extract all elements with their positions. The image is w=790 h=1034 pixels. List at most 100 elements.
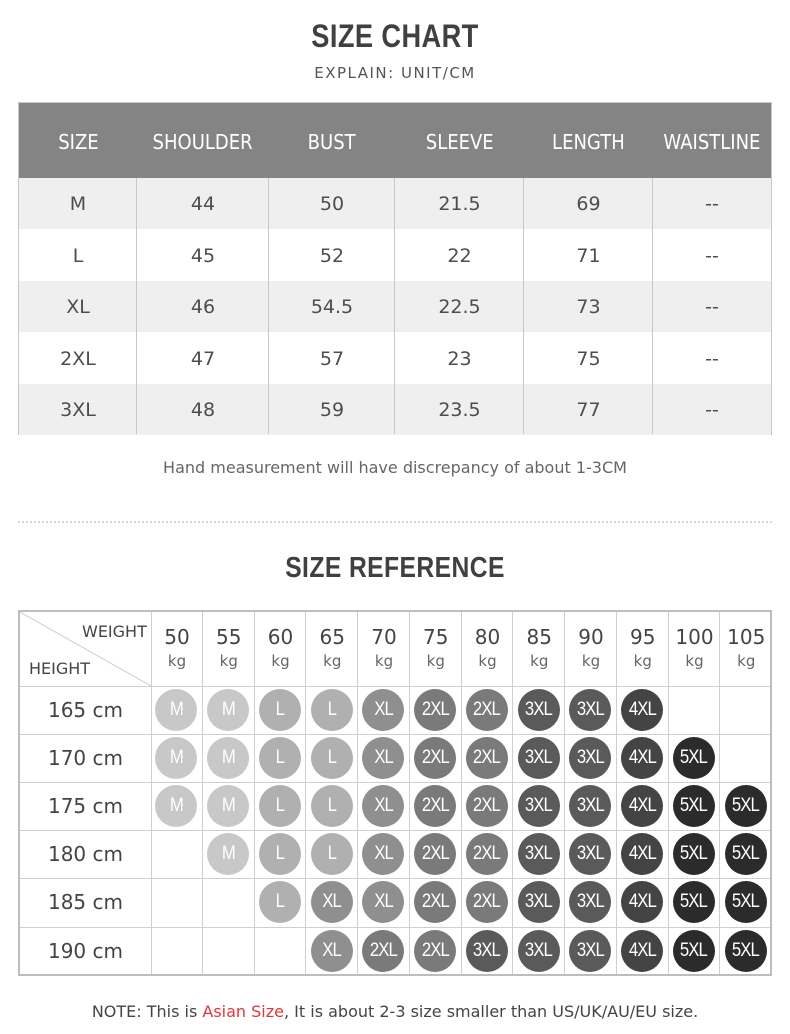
column-header-label: SLEEVE [425, 130, 494, 154]
height-value: 190 cm [47, 938, 123, 963]
table-cell: 48 [190, 399, 216, 421]
size-badge: 4XL [621, 689, 664, 732]
weight-value: 105 [727, 625, 766, 649]
size-badge: 3XL [517, 881, 560, 924]
height-value: 165 cm [47, 698, 123, 722]
weight-value: 85 [526, 625, 552, 649]
size-badge: 4XL [621, 785, 664, 828]
size-reference-grid: WEIGHT HEIGHT 50 kg 55 kg 60 kg 65 kg 70 kg 75 kg 80… [18, 610, 772, 976]
size-chart-title: SIZE CHART [311, 18, 479, 54]
weight-unit: kg [426, 652, 445, 670]
size-badge-label: 5XL [732, 795, 760, 817]
size-badge: L [310, 833, 353, 876]
height-value: 170 cm [47, 746, 123, 771]
size-badge: XL [362, 881, 405, 924]
weight-unit: kg [581, 652, 601, 670]
table-cell: 77 [576, 399, 601, 421]
size-badge: 5XL [724, 785, 767, 828]
column-separator [652, 178, 653, 434]
size-badge: 3XL [517, 737, 560, 780]
size-reference-title: SIZE REFERENCE [285, 552, 505, 584]
size-badge-label: 4XL [628, 843, 657, 865]
size-badge-label: M [169, 795, 184, 817]
height-value: 175 cm [47, 794, 123, 819]
size-badge: 3XL [569, 833, 612, 876]
size-badge-label: M [169, 699, 184, 721]
column-separator [523, 178, 524, 434]
table-cell: 47 [190, 347, 216, 370]
grid-column-line [253, 612, 255, 974]
table-row: 3XL 48 59 23.5 77 -- [19, 384, 771, 435]
size-badge: 3XL [569, 881, 612, 924]
size-badge: 3XL [569, 929, 612, 972]
grid-column-line [615, 612, 617, 974]
size-badge: M [155, 785, 198, 828]
asian-size-note: NOTE: This is Asian Size, It is about 2-… [0, 1002, 790, 1021]
weight-value: 55 [216, 625, 242, 649]
table-cell: -- [705, 244, 719, 267]
table-cell: M [69, 193, 87, 215]
size-badge: 5XL [724, 929, 767, 972]
size-badge: 3XL [517, 689, 560, 732]
height-axis-label: HEIGHT [29, 659, 91, 678]
size-badge: XL [310, 881, 353, 924]
size-badge: M [155, 689, 198, 732]
size-badge-label: 5XL [680, 891, 708, 913]
size-badge-label: 3XL [576, 699, 605, 721]
table-cell: 22.5 [438, 296, 481, 318]
size-badge: L [258, 785, 301, 828]
table-cell: 75 [576, 347, 601, 370]
corner-diagonal-line [20, 612, 151, 686]
size-badge-label: XL [374, 699, 394, 721]
weight-unit: kg [633, 652, 652, 670]
size-badge-label: 2XL [473, 891, 501, 913]
weight-unit: kg [219, 652, 238, 670]
size-badge-label: XL [374, 843, 394, 865]
grid-column-line [357, 612, 358, 974]
table-row: M 44 50 21.5 69 -- [19, 178, 771, 229]
size-badge: XL [362, 785, 405, 828]
weight-unit: kg [374, 652, 394, 670]
height-value: 185 cm [47, 890, 123, 915]
size-badge: L [310, 785, 353, 828]
grid-column-line [460, 612, 462, 974]
size-badge-label: 2XL [421, 699, 450, 721]
weight-axis-label: WEIGHT [82, 622, 147, 641]
column-header: SIZE [19, 103, 137, 178]
column-separator [268, 178, 269, 434]
column-header-label: BUST [308, 130, 356, 154]
size-badge: XL [362, 833, 405, 876]
weight-value: 100 [675, 625, 714, 649]
weight-value: 60 [267, 625, 294, 649]
size-badge: L [310, 689, 353, 732]
size-badge: L [258, 737, 301, 780]
size-badge-label: L [275, 843, 285, 865]
size-badge-label: 5XL [680, 843, 708, 865]
table-cell: XL [66, 296, 90, 318]
size-badge-label: XL [374, 795, 394, 817]
size-badge: 2XL [414, 737, 457, 780]
weight-value: 70 [371, 625, 397, 649]
size-badge-label: 2XL [473, 795, 501, 817]
size-badge-label: 2XL [369, 939, 398, 961]
size-badge: 5XL [672, 737, 715, 780]
column-header: LENGTH [524, 103, 653, 178]
size-badge: 3XL [569, 737, 612, 780]
measurement-note: Hand measurement will have discrepancy o… [163, 458, 627, 477]
size-badge-label: 4XL [628, 939, 657, 961]
size-badge: 2XL [465, 737, 508, 780]
size-badge-label: 5XL [680, 795, 708, 817]
weight-unit: kg [323, 652, 342, 670]
weight-value: 65 [319, 625, 345, 649]
size-badge: 2XL [362, 929, 405, 972]
grid-row-line [20, 734, 770, 736]
table-cell: 71 [576, 244, 601, 267]
table-cell: 2XL [60, 347, 96, 370]
column-header-label: WAISTLINE [663, 130, 761, 154]
size-badge: M [207, 689, 250, 732]
size-badge-label: L [275, 699, 285, 721]
size-badge-label: M [221, 795, 236, 817]
size-badge-label: 4XL [628, 747, 657, 769]
size-badge: M [207, 737, 250, 780]
size-badge-label: 2XL [421, 939, 450, 961]
